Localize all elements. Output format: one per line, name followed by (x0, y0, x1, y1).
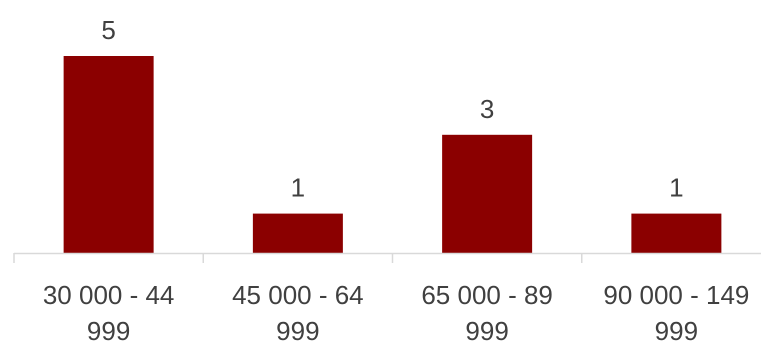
bar-value-label: 3 (480, 94, 494, 124)
bar (631, 213, 722, 253)
bars-group (63, 56, 722, 253)
category-labels-group: 30 000 - 44 999 45 000 - 64 999 65 000 - 89 9… (43, 280, 750, 346)
bar-value-label: 5 (101, 15, 115, 45)
x-tick-label: 90 000 - 149 (603, 280, 749, 310)
x-tick-label: 999 (276, 316, 319, 346)
bar-value-label: 1 (669, 173, 683, 203)
bar-value-label: 1 (291, 173, 305, 203)
x-tick-label: 30 000 - 44 (43, 280, 175, 310)
value-labels-group: 5 1 3 1 (101, 15, 683, 203)
x-axis (13, 252, 761, 263)
x-tick-label: 65 000 - 89 (421, 280, 553, 310)
bar (252, 213, 343, 253)
x-tick-label: 45 000 - 64 (232, 280, 364, 310)
x-tick-label: 999 (655, 316, 698, 346)
x-tick-label: 999 (465, 316, 508, 346)
bar (63, 56, 154, 253)
x-tick-label: 999 (87, 316, 130, 346)
bar (442, 134, 533, 253)
